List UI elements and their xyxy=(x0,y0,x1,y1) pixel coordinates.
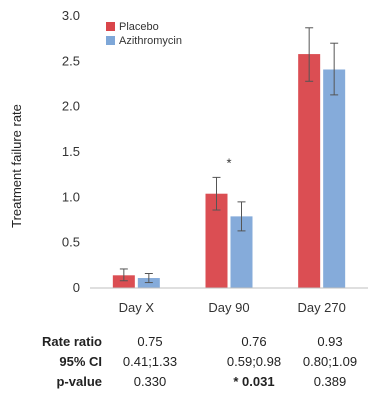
y-tick-label: 2.5 xyxy=(62,53,80,68)
y-tick-label: 0.5 xyxy=(62,235,80,250)
legend-swatch-placebo xyxy=(106,22,115,31)
stats-row-label: p-value xyxy=(56,374,102,389)
stats-table: Rate ratio 0.75 0.76 0.93 95% CI 0.41;1.… xyxy=(0,334,376,394)
stats-cell: 0.330 xyxy=(133,374,167,389)
x-tick-label: Day X xyxy=(119,300,155,315)
x-axis: Day X Day 90 Day 270 xyxy=(90,287,368,315)
stats-row-label: 95% CI xyxy=(59,354,102,369)
stats-cell: 0.93 xyxy=(317,334,343,349)
bars: * xyxy=(112,27,346,288)
y-tick-label: 1.5 xyxy=(62,144,80,159)
bar-placebo xyxy=(298,54,321,288)
stats-cell: 0.76 xyxy=(241,334,267,349)
stats-cell: 0.41;1.33 xyxy=(122,354,178,369)
bar-placebo xyxy=(112,275,135,288)
stats-row-ci: 95% CI 0.41;1.33 0.59;0.98 0.80;1.09 xyxy=(0,354,376,374)
x-tick-label: Day 270 xyxy=(297,300,345,315)
y-tick-label: 3.0 xyxy=(62,8,80,23)
stats-cell: 0.389 xyxy=(313,374,347,389)
legend-swatch-azithromycin xyxy=(106,36,115,45)
significance-marker: * xyxy=(226,155,231,170)
y-tick-label: 0 xyxy=(73,280,80,295)
y-tick-label: 1.0 xyxy=(62,189,80,204)
legend: Placebo Azithromycin xyxy=(106,21,182,47)
stats-row-label: Rate ratio xyxy=(42,334,102,349)
x-tick-label: Day 90 xyxy=(208,300,249,315)
bar-azithromycin xyxy=(230,216,253,288)
legend-label: Placebo xyxy=(119,21,159,33)
stats-row-p-value: p-value 0.330 * 0.031 0.389 xyxy=(0,374,376,394)
bar-placebo xyxy=(205,193,228,288)
y-tick-label: 2.0 xyxy=(62,99,80,114)
stats-cell: 0.80;1.09 xyxy=(302,354,358,369)
stats-cell: 0.75 xyxy=(137,334,163,349)
stats-cell-significant: * 0.031 xyxy=(233,374,275,389)
stats-row-rate-ratio: Rate ratio 0.75 0.76 0.93 xyxy=(0,334,376,354)
bar-azithromycin xyxy=(323,69,346,288)
y-axis-label: Treatment failure rate xyxy=(9,104,24,228)
y-axis: 0 0.5 1.0 1.5 2.0 2.5 3.0 xyxy=(62,8,80,295)
bar-chart: Treatment failure rate 0 0.5 1.0 1.5 2.0 2.5 3… xyxy=(9,8,368,315)
legend-label: Azithromycin xyxy=(119,35,182,47)
stats-cell: 0.59;0.98 xyxy=(226,354,282,369)
